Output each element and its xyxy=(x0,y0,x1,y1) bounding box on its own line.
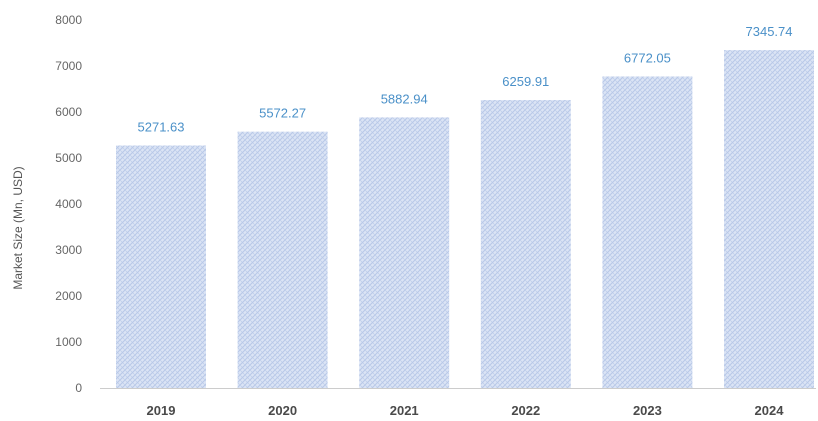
bar-2021 xyxy=(359,117,450,388)
x-tick-label-2022: 2022 xyxy=(511,403,540,418)
value-labels-group: 5271.63 5572.27 5882.94 6259.91 6772.05 7345.… xyxy=(138,24,793,134)
bars-group xyxy=(116,50,814,389)
x-tick-label-2019: 2019 xyxy=(147,403,176,418)
x-tick-label-2024: 2024 xyxy=(755,403,785,418)
x-tick-label-2021: 2021 xyxy=(390,403,419,418)
y-tick-label: 8000 xyxy=(55,13,82,27)
y-tick-label: 7000 xyxy=(55,59,82,73)
x-axis-labels: 2019 2020 2021 2022 2023 2024 xyxy=(147,403,785,418)
value-label-2023: 6772.05 xyxy=(624,50,671,65)
y-axis-ticks: 0 1000 2000 3000 4000 5000 6000 7000 8000 xyxy=(55,13,82,395)
y-tick-label: 1000 xyxy=(55,335,82,349)
bar-2024 xyxy=(724,50,814,389)
value-label-2019: 5271.63 xyxy=(138,120,185,135)
value-label-2022: 6259.91 xyxy=(502,74,549,89)
bar-2023 xyxy=(602,76,693,388)
value-label-2024: 7345.74 xyxy=(746,24,793,39)
y-axis-title: Market Size (Mn, USD) xyxy=(11,166,25,289)
x-tick-label-2023: 2023 xyxy=(633,403,662,418)
y-tick-label: 3000 xyxy=(55,243,82,257)
y-tick-label: 2000 xyxy=(55,289,82,303)
y-tick-label: 5000 xyxy=(55,151,82,165)
x-tick-label-2020: 2020 xyxy=(268,403,297,418)
y-tick-label: 0 xyxy=(75,381,82,395)
value-label-2021: 5882.94 xyxy=(381,91,428,106)
value-label-2020: 5572.27 xyxy=(259,106,306,121)
y-tick-label: 4000 xyxy=(55,197,82,211)
y-tick-label: 6000 xyxy=(55,105,82,119)
bar-2022 xyxy=(480,100,571,389)
bar-2019 xyxy=(116,145,206,388)
bar-2020 xyxy=(237,131,328,388)
